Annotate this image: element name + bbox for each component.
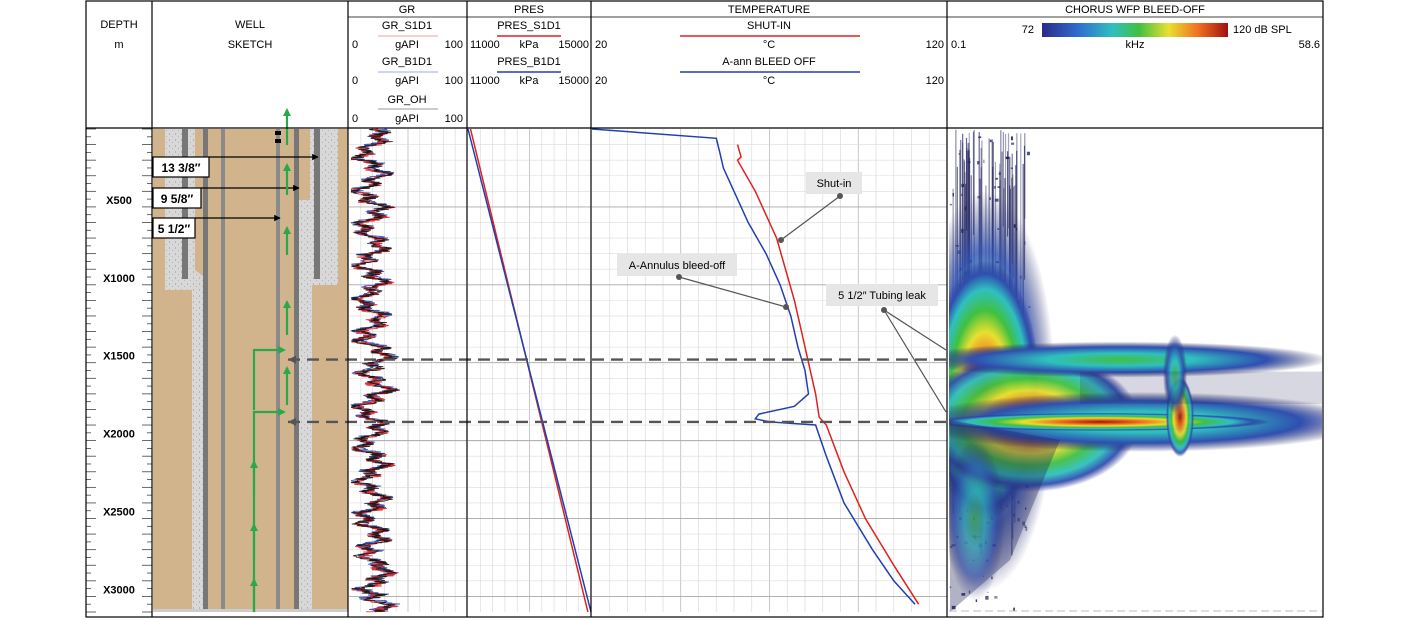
flow-arrow-head: [283, 226, 291, 234]
pres-curve2-unit: kPa: [520, 75, 540, 87]
gr-curve: [350, 128, 399, 613]
pres-curve2-max: 15000: [558, 75, 589, 87]
temp-track: [591, 128, 920, 605]
chorus-scale-min: 72: [1022, 24, 1034, 36]
chorus-freq-max: 58.6: [1299, 39, 1320, 51]
pres-curve1-max: 15000: [558, 39, 589, 51]
gr-curve1-min: 0: [352, 39, 358, 51]
gr-curve1-name: GR_S1D1: [382, 20, 432, 32]
annotation-leak: 5 1/2″ Tubing leak: [838, 290, 926, 302]
gr-curve2-unit: gAPI: [395, 75, 419, 87]
temp-curve1-unit: °C: [763, 39, 775, 51]
gr-curve1-max: 100: [445, 39, 463, 51]
depth-tick-label: X2500: [103, 507, 135, 519]
svg-text:13 3/8″: 13 3/8″: [161, 161, 200, 175]
chorus-freq-min: 0.1: [951, 39, 966, 51]
svg-text:5 1/2″: 5 1/2″: [158, 222, 191, 236]
chorus-title: CHORUS WFP BLEED-OFF: [1065, 4, 1205, 16]
flow-arrow-head: [283, 300, 291, 308]
series-shut-in: [736, 144, 920, 605]
annotation-annulus: A-Annulus bleed-off: [629, 260, 726, 272]
track-grids: [349, 129, 947, 612]
flow-arrow-head: [283, 366, 291, 374]
temp-curve2-name: A-ann BLEED OFF: [722, 56, 816, 68]
depth-unit: m: [114, 39, 123, 51]
gr-curve2-min: 0: [352, 75, 358, 87]
pres-curve2-name: PRES_B1D1: [497, 56, 561, 68]
chorus-color-scale: [1042, 23, 1228, 37]
flow-arrow-head: [283, 108, 291, 116]
casing-label-5-1-2: 5 1/2″: [152, 214, 281, 239]
casing-label-9-5-8: 9 5/8″: [152, 184, 300, 209]
series-pres_b1d1: [467, 128, 592, 613]
chorus-spectrogram: [949, 129, 1322, 612]
pres-curve1-unit: kPa: [520, 39, 540, 51]
pres-title: PRES: [514, 4, 544, 16]
temp-curve2-min: 20: [595, 75, 607, 87]
series-a-ann bleed off: [591, 128, 916, 605]
pres-curve1-name: PRES_S1D1: [497, 20, 561, 32]
gr-title: GR: [399, 4, 416, 16]
header: DEPTH m WELL SKETCH GR GR_S1D1 0 gAPI 10…: [100, 4, 1320, 125]
leak-depth-arrow: [288, 417, 296, 426]
annotation-shut-in: Shut-in: [817, 178, 852, 190]
gr-curve3-max: 100: [445, 113, 463, 125]
pres-curve1-min: 11000: [470, 39, 500, 51]
gr-track: [350, 128, 401, 613]
temp-curve1-max: 120: [926, 39, 944, 51]
temp-curve2-unit: °C: [763, 75, 775, 87]
svg-text:9 5/8″: 9 5/8″: [161, 192, 194, 206]
depth-tick-label: X500: [106, 195, 132, 207]
depth-tick-label: X1500: [103, 351, 135, 363]
gr-curve3-min: 0: [352, 113, 358, 125]
pres-track: [467, 128, 592, 613]
depth-axis: X500 X1000 X1500 X2000 X2500 X3000: [86, 128, 152, 613]
depth-tick-label: X1000: [103, 273, 135, 285]
gr-curve3-unit: gAPI: [395, 113, 419, 125]
gr-curve1-unit: gAPI: [395, 39, 419, 51]
frame: [85, 0, 1324, 618]
chorus-scale-max: 120 dB SPL: [1233, 24, 1292, 36]
temp-curve1-name: SHUT-IN: [747, 20, 791, 32]
temp-curve2-max: 120: [926, 75, 944, 87]
gr-curve2-max: 100: [445, 75, 463, 87]
pres-curve2-min: 11000: [470, 75, 500, 87]
well-title-1: WELL: [235, 19, 265, 31]
leak-depth-arrow: [288, 355, 296, 364]
depth-tick-label: X2000: [103, 429, 135, 441]
well-sketch: 13 3/8″ 9 5/8″ 5 1/2″: [152, 108, 348, 612]
annotations: Shut-in A-Annulus bleed-off 5 1/2″ Tubin…: [617, 172, 947, 413]
leak-depth-lines: [288, 355, 947, 426]
depth-title: DEPTH: [100, 19, 137, 31]
well-title-2: SKETCH: [228, 39, 273, 51]
casing-label-13-3-8: 13 3/8″: [152, 153, 319, 178]
gr-curve2-name: GR_B1D1: [382, 56, 432, 68]
temp-curve1-min: 20: [595, 39, 607, 51]
temp-title: TEMPERATURE: [728, 4, 810, 16]
chorus-unit: kHz: [1126, 39, 1145, 51]
flow-arrow-head: [283, 163, 291, 171]
gr-curve3-name: GR_OH: [387, 94, 426, 106]
depth-tick-label: X3000: [103, 584, 135, 596]
